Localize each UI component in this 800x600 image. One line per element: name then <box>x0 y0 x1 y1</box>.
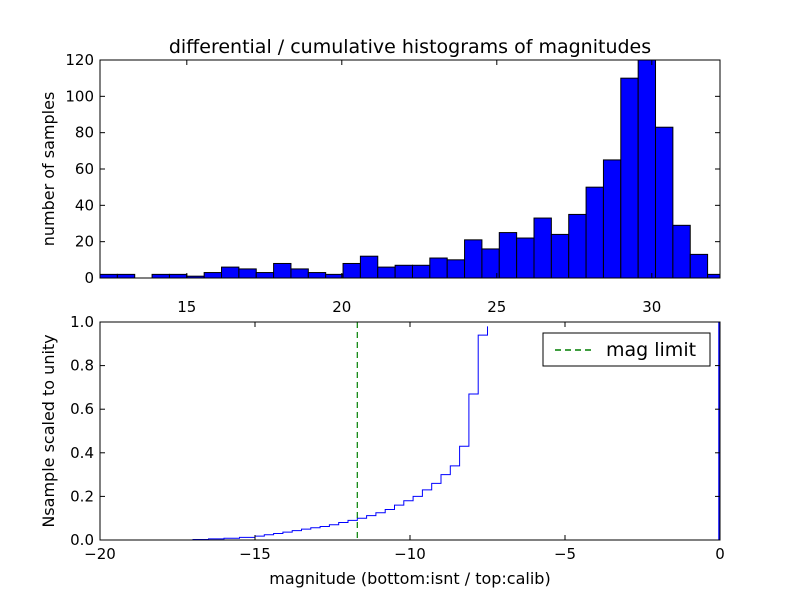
histogram-xtick-label-0: 15 <box>177 298 196 316</box>
histogram-bar-30 <box>620 77 639 279</box>
histogram-bar-16 <box>377 266 396 279</box>
histogram-bar-10 <box>273 262 292 279</box>
histogram-xtick-label-3: 30 <box>642 298 661 316</box>
histogram-bar-12 <box>307 272 327 279</box>
histogram-bar-15 <box>359 255 379 279</box>
histogram-bar-11 <box>290 268 309 279</box>
histogram-ytick-label-0: 0 <box>84 269 94 287</box>
histogram-bar-17 <box>394 264 413 279</box>
histogram-bar-20 <box>446 259 466 279</box>
cumulative-ytick-label-2: 0.4 <box>70 444 94 462</box>
cumulative-y-axis-label: Nsample scaled to unity <box>39 334 58 527</box>
histogram-ytick-label-3: 60 <box>75 160 94 178</box>
histogram-bar-3 <box>151 273 170 279</box>
cumulative-xtick-label-3: −5 <box>554 545 576 563</box>
histogram-plot-frame <box>99 59 721 279</box>
cumulative-ytick-label-1: 0.2 <box>70 487 94 505</box>
histogram-y-axis-label: number of samples <box>39 92 58 247</box>
histogram-bar-14 <box>342 262 361 279</box>
cumulative-ytick-label-4: 0.8 <box>70 357 94 375</box>
histogram-bar-25 <box>533 217 552 279</box>
histogram-bar-24 <box>516 237 535 279</box>
legend: mag limit <box>542 332 711 367</box>
histogram-bar-35 <box>707 273 721 279</box>
cumulative-plot-frame <box>99 321 721 541</box>
cumulative-x-axis-label: magnitude (bottom:isnt / top:calib) <box>269 569 550 588</box>
histogram-bar-21 <box>464 239 483 279</box>
histogram-bar-9 <box>255 272 275 279</box>
histogram-bar-33 <box>672 224 691 279</box>
histogram-ytick-label-4: 80 <box>75 124 94 142</box>
histogram-bar-32 <box>655 126 674 279</box>
histogram-title: differential / cumulative histograms of … <box>169 36 651 58</box>
cumulative-xtick-label-1: −15 <box>239 545 271 563</box>
histogram-ytick-label-2: 40 <box>75 196 94 214</box>
cumulative-ticks: 0.0 0.2 0.4 0.6 0.8 1.0 −20 −15 −10 −5 0 <box>70 313 725 563</box>
histogram-bar-19 <box>429 257 448 279</box>
cumulative-panel: Nsample scaled to unity magnitude (botto… <box>39 313 725 588</box>
cumulative-xtick-label-4: 0 <box>715 545 725 563</box>
cumulative-xtick-label-0: −20 <box>84 545 116 563</box>
histogram-xtick-label-1: 20 <box>332 298 351 316</box>
histogram-xtick-label-2: 25 <box>487 298 506 316</box>
histogram-panel: differential / cumulative histograms of … <box>39 36 721 316</box>
histogram-bar-1 <box>116 273 136 279</box>
histogram-bar-4 <box>168 273 188 279</box>
histogram-bar-13 <box>325 273 344 279</box>
histogram-bar-26 <box>550 233 570 279</box>
cumulative-ytick-label-0: 0.0 <box>70 531 94 549</box>
histogram-bar-28 <box>585 186 604 279</box>
legend-label-mag-limit: mag limit <box>606 339 696 361</box>
histogram-bar-18 <box>411 264 431 279</box>
cumulative-ytick-label-5: 1.0 <box>70 313 94 331</box>
histogram-ticks: 0 20 40 60 80 100 120 15 20 25 30 <box>65 51 720 316</box>
histogram-bar-8 <box>238 268 257 279</box>
histogram-ytick-label-6: 120 <box>65 51 94 69</box>
histogram-ytick-label-1: 20 <box>75 233 94 251</box>
cumulative-xtick-label-2: −10 <box>394 545 426 563</box>
histogram-ytick-label-5: 100 <box>65 87 94 105</box>
histogram-bar-29 <box>602 159 622 279</box>
cumulative-ytick-label-3: 0.6 <box>70 400 94 418</box>
histogram-bar-31 <box>637 59 657 279</box>
histogram-bar-7 <box>221 266 240 279</box>
histogram-bar-6 <box>203 272 223 279</box>
histogram-bar-27 <box>568 213 587 279</box>
histogram-bar-23 <box>498 232 518 279</box>
histogram-bar-34 <box>689 253 709 279</box>
histogram-bar-0 <box>99 273 118 279</box>
